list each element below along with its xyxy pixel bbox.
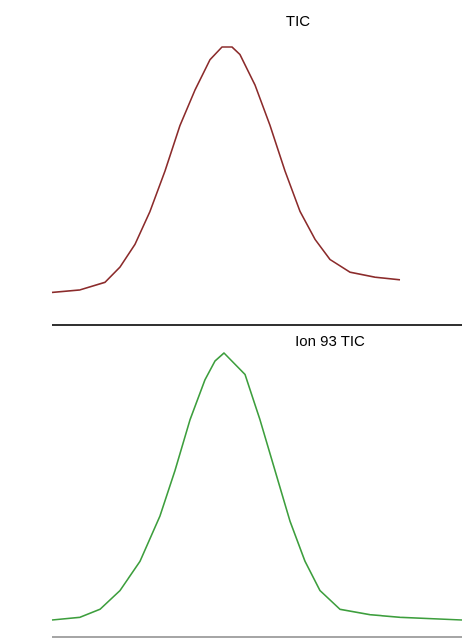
chart-title: Ion 93 TIC xyxy=(295,333,365,350)
chart-title: TIC xyxy=(286,13,310,30)
trace-line xyxy=(51,352,462,621)
trace-line xyxy=(51,46,401,294)
